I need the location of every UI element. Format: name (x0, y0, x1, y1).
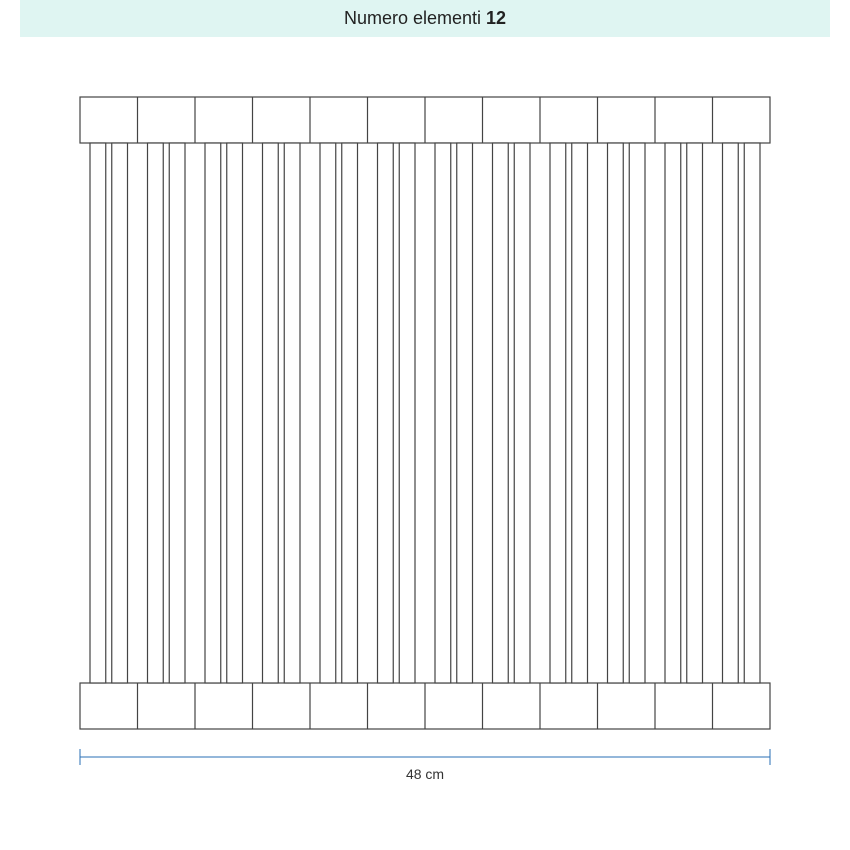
element-column (608, 143, 624, 683)
element-column (320, 143, 336, 683)
dimension-label: 48 cm (406, 766, 444, 782)
header-label: Numero elementi (344, 8, 486, 28)
element-column (112, 143, 128, 683)
element-column (687, 143, 703, 683)
element-column (435, 143, 451, 683)
element-column (205, 143, 221, 683)
element-column (284, 143, 300, 683)
radiator-diagram: 48 cm (0, 37, 850, 817)
element-column (399, 143, 415, 683)
element-column (629, 143, 645, 683)
element-column (148, 143, 164, 683)
element-column (90, 143, 106, 683)
header-count: 12 (486, 8, 506, 28)
element-column (744, 143, 760, 683)
element-column (514, 143, 530, 683)
diagram-container: 48 cm (0, 37, 850, 817)
element-column (572, 143, 588, 683)
element-column (378, 143, 394, 683)
header-bar: Numero elementi 12 (20, 0, 830, 37)
element-column (550, 143, 566, 683)
element-column (457, 143, 473, 683)
element-column (342, 143, 358, 683)
element-column (227, 143, 243, 683)
element-column (169, 143, 185, 683)
element-column (263, 143, 279, 683)
element-column (493, 143, 509, 683)
element-column (665, 143, 681, 683)
element-column (723, 143, 739, 683)
